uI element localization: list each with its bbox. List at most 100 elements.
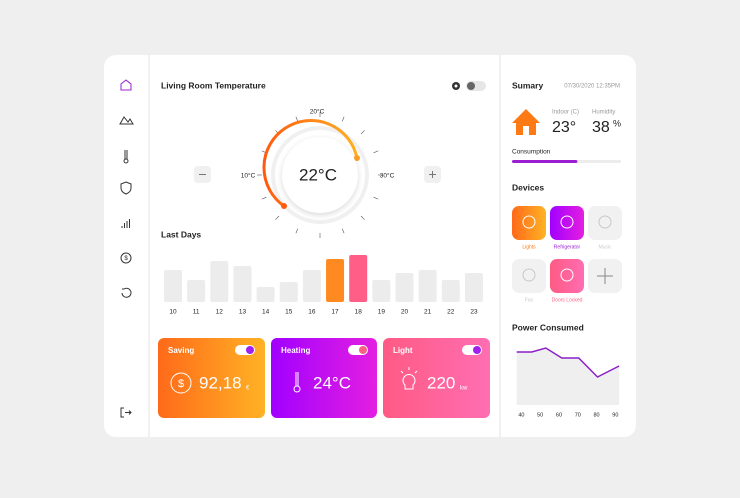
x-label: 13 [239, 309, 247, 316]
temp-icon-bulb [123, 158, 129, 164]
x-label: 11 [193, 309, 200, 316]
device-tile[interactable] [512, 259, 546, 293]
sidebar [119, 79, 134, 418]
x-label: 14 [262, 309, 270, 316]
card-value: 24°C [313, 373, 351, 392]
card-value: 92,18 [199, 373, 242, 392]
dial-label: 10°C [241, 172, 256, 180]
saving-card[interactable] [158, 338, 265, 418]
x-label: 10 [169, 309, 177, 316]
bar [441, 280, 460, 302]
toggle-knob [473, 346, 481, 354]
x-tick-label: 70 [575, 412, 581, 418]
card-unit: € [246, 386, 250, 392]
dial-label: 30°C [380, 172, 395, 180]
card-unit: kw [460, 386, 468, 392]
temp-icon[interactable] [124, 150, 128, 159]
x-tick-label: 40 [518, 412, 524, 418]
logout-icon[interactable] [120, 407, 132, 418]
dial-arc [262, 119, 359, 208]
home-icon[interactable] [120, 79, 132, 91]
stats-icon[interactable] [121, 219, 130, 228]
device-label: Music [598, 244, 612, 250]
bar [464, 273, 483, 302]
device-icon [598, 215, 612, 229]
device-tile[interactable] [550, 259, 584, 293]
card-title: Saving [168, 346, 194, 355]
bar [326, 259, 345, 302]
toggle-knob [359, 346, 367, 354]
device-label: Refrigerator [554, 244, 581, 250]
x-tick-label: 50 [537, 412, 543, 418]
dial-tick [373, 150, 379, 154]
weather-icon[interactable] [119, 116, 134, 125]
x-label: 17 [331, 309, 339, 316]
bar [279, 282, 298, 302]
device-icon [560, 268, 574, 282]
x-label: 22 [447, 309, 455, 316]
bar [302, 270, 321, 302]
section-title: Last Days [161, 229, 201, 239]
device-tile[interactable] [550, 206, 584, 240]
consumption-fill [512, 160, 578, 163]
thermo-bulb [293, 385, 301, 393]
x-tick-label: 90 [612, 412, 618, 418]
dial-tick [360, 215, 365, 220]
fan-icon[interactable] [452, 82, 460, 90]
bulb-icon [400, 367, 418, 390]
dial-tick [360, 130, 365, 135]
x-label: 19 [378, 309, 386, 316]
coin-icon [170, 372, 192, 394]
dial-label: 20°C [310, 108, 325, 116]
card-title: Heating [281, 346, 310, 355]
house-door [523, 126, 529, 135]
device-icon [522, 268, 536, 282]
toggle-knob [246, 346, 254, 354]
bar [349, 255, 368, 302]
heating-card[interactable] [271, 338, 377, 418]
section-title: Living Room Temperature [161, 80, 266, 90]
dial-tick [295, 116, 299, 122]
consumption-label: Consumption [512, 149, 551, 156]
datetime: 07/30/2020 12:35PM [564, 84, 620, 90]
dial-tick [341, 116, 345, 122]
security-icon[interactable] [120, 181, 132, 195]
device-icon [522, 215, 536, 229]
indoor-label: Indoor (C) [552, 110, 579, 116]
bar [164, 270, 182, 302]
section-title: Power Consumed [512, 322, 584, 332]
bar [187, 280, 206, 302]
card-value: 220 [427, 373, 455, 392]
device-tile[interactable] [512, 206, 546, 240]
x-tick-label: 60 [556, 412, 562, 418]
dial-tick [341, 228, 345, 234]
money-icon[interactable] [120, 252, 132, 264]
thermo-icon [295, 372, 299, 386]
coin-symbol: $ [178, 378, 184, 390]
bar [233, 266, 252, 302]
money-symbol: $ [124, 256, 128, 262]
humidity-value: 38 [592, 119, 610, 136]
dial-tick [261, 196, 267, 200]
house-icon [512, 109, 540, 135]
x-label: 20 [401, 309, 409, 316]
device-grid: Lights Refrigerator Music Fan Doors Locked [512, 206, 622, 303]
x-tick-label: 80 [594, 412, 600, 418]
power-line [516, 347, 620, 378]
x-label: 21 [424, 309, 432, 316]
device-tile[interactable] [588, 206, 622, 240]
bar [395, 273, 414, 302]
x-label: 18 [355, 309, 363, 316]
history-icon[interactable] [121, 287, 132, 298]
bar [210, 261, 229, 302]
x-label: 23 [470, 309, 478, 316]
device-icon [560, 215, 574, 229]
dial-tick [295, 228, 299, 234]
humidity-unit: % [613, 118, 621, 128]
power-chart: 40 50 60 70 80 90 [516, 347, 620, 418]
device-label: Lights [522, 244, 536, 250]
dial-tick [275, 215, 280, 220]
device-label: Doors Locked [552, 297, 583, 303]
light-card[interactable] [383, 338, 490, 418]
